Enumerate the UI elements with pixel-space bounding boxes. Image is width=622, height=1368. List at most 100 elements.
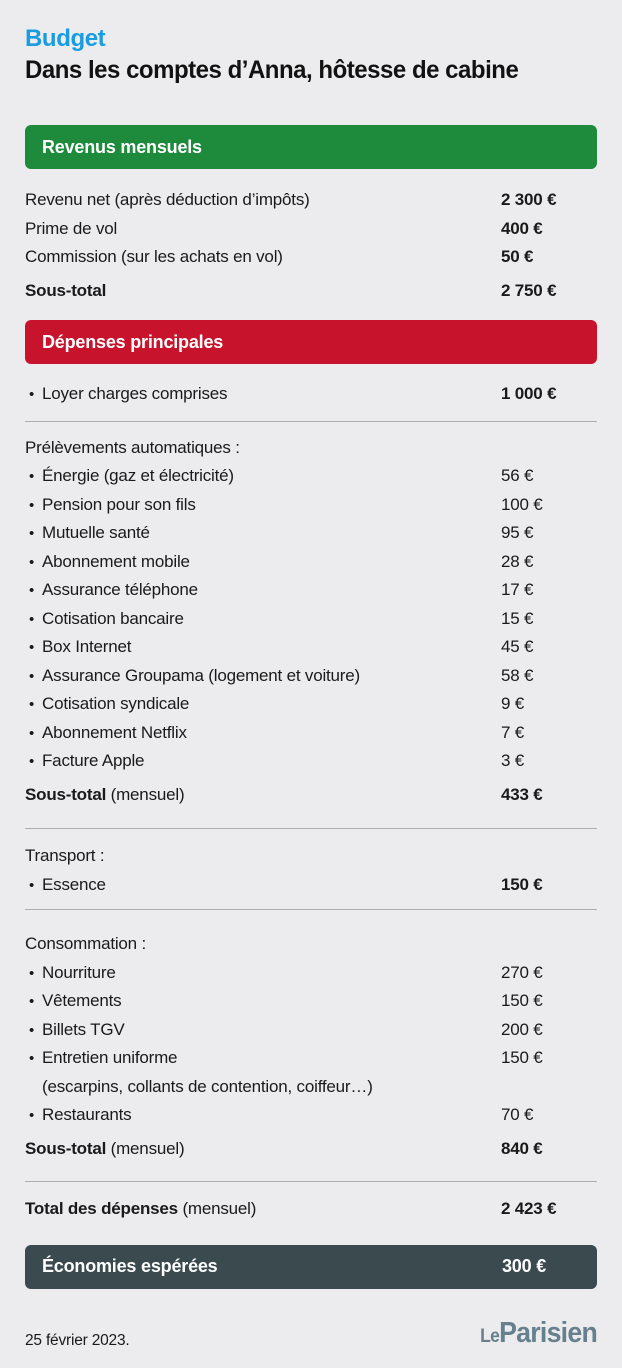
divider [25, 420, 597, 422]
line-value: 58 € [501, 665, 534, 685]
prelevements-subtotal-row: Sous-total (mensuel) 433 € [25, 781, 597, 810]
table-row: Entretien uniforme 150 € [25, 1044, 597, 1073]
line-value: 1 000 € [501, 384, 557, 403]
table-row: Énergie (gaz et électricité) 56 € [25, 462, 597, 491]
line-label: Mutuelle santé [25, 519, 501, 548]
table-row: Abonnement Netflix 7 € [25, 719, 597, 748]
item-note: (escarpins, collants de contention, coif… [42, 1076, 373, 1096]
line-value: 150 € [501, 991, 543, 1010]
revenus-rows: Revenu net (après déduction d’impôts) 2 … [25, 186, 597, 305]
bullet-icon [29, 491, 34, 521]
total-block: Total des dépenses (mensuel) 2 423 € [25, 1195, 597, 1224]
line-label: Assurance téléphone [25, 576, 501, 605]
revenus-subtotal-row: Sous-total 2 750 € [25, 277, 597, 306]
table-row: Assurance Groupama (logement et voiture)… [25, 662, 597, 691]
line-label: Sous-total (mensuel) [25, 784, 185, 804]
banner-depenses: Dépenses principales [25, 320, 597, 364]
bullet-icon [29, 690, 34, 720]
section-header: Transport : [25, 846, 105, 865]
line-value: 100 € [501, 494, 543, 514]
line-label: Abonnement Netflix [25, 719, 501, 748]
table-row: Abonnement mobile 28 € [25, 548, 597, 577]
table-row: Vêtements 150 € [25, 987, 597, 1016]
table-row: Cotisation syndicale 9 € [25, 690, 597, 719]
banner-depenses-label: Dépenses principales [42, 331, 224, 352]
page-title: Dans les comptes d’Anna, hôtesse de cabi… [25, 56, 519, 84]
line-label: Prime de vol [25, 218, 118, 238]
section-header-row: Transport : [25, 842, 597, 871]
table-row: Cotisation bancaire 15 € [25, 605, 597, 634]
line-label: Cotisation syndicale [25, 690, 501, 719]
consommation-subtotal-row: Sous-total (mensuel) 840 € [25, 1135, 597, 1164]
prelevements-block: Prélèvements automatiques : Énergie (gaz… [25, 434, 597, 810]
line-value: 400 € [501, 218, 543, 238]
bullet-icon [29, 519, 34, 549]
line-value: 3 € [501, 751, 525, 770]
line-label: Essence [25, 871, 501, 900]
line-value: 95 € [501, 523, 534, 542]
line-label: Abonnement mobile [25, 548, 501, 577]
table-row: Nourriture 270 € [25, 959, 597, 988]
le-parisien-logo: LeParisien [480, 1316, 598, 1349]
table-row: Pension pour son fils 100 € [25, 491, 597, 520]
line-label: Restaurants [25, 1101, 501, 1130]
section-header: Consommation : [25, 934, 146, 953]
table-row: Restaurants 70 € [25, 1101, 597, 1130]
table-row: Assurance téléphone 17 € [25, 576, 597, 605]
line-value: 2 300 € [501, 190, 557, 209]
table-row: Revenu net (après déduction d’impôts) 2 … [25, 186, 597, 215]
line-value: 17 € [501, 580, 534, 599]
banner-revenus-label: Revenus mensuels [42, 136, 202, 157]
line-value: 50 € [501, 247, 534, 266]
table-row: Box Internet 45 € [25, 633, 597, 662]
bullet-icon [29, 959, 34, 989]
line-value: 70 € [501, 1105, 534, 1124]
line-label: Nourriture [25, 959, 501, 988]
line-label: Entretien uniforme [25, 1044, 501, 1073]
bullet-icon [29, 747, 34, 777]
bullet-icon [29, 871, 34, 901]
kicker: Budget [25, 25, 106, 52]
bullet-icon [29, 662, 34, 692]
line-label: Revenu net (après déduction d’impôts) [25, 190, 310, 209]
line-value: 2 423 € [501, 1199, 557, 1218]
transport-block: Transport : Essence 150 € [25, 842, 597, 899]
table-row: Mutuelle santé 95 € [25, 519, 597, 548]
line-value: 433 € [501, 784, 543, 804]
line-value: 840 € [501, 1138, 543, 1158]
consommation-block: Consommation : Nourriture 270 € Vêtement… [25, 930, 597, 1163]
line-label: Sous-total (mensuel) [25, 1138, 185, 1158]
table-row: Essence 150 € [25, 871, 597, 900]
bullet-icon [29, 719, 34, 749]
bullet-icon [29, 1101, 34, 1131]
bullet-icon [29, 633, 34, 663]
line-value: 150 € [501, 874, 543, 894]
footer: 25 février 2023. LeParisien [25, 1316, 598, 1350]
line-label: Billets TGV [25, 1016, 501, 1045]
line-value: 15 € [501, 608, 534, 628]
line-value: 200 € [501, 1019, 543, 1039]
bullet-icon [29, 380, 34, 410]
publication-date: 25 février 2023. [25, 1331, 130, 1349]
line-value: 7 € [501, 722, 525, 742]
banner-economies: Économies espérées 300 € [25, 1244, 597, 1289]
line-value: 150 € [501, 1048, 543, 1067]
line-label: Assurance Groupama (logement et voiture) [25, 662, 501, 691]
table-row: Billets TGV 200 € [25, 1016, 597, 1045]
table-row: Prime de vol 400 € [25, 215, 597, 244]
banner-economies-value: 300 € [502, 1256, 547, 1276]
banner-economies-label: Économies espérées [42, 1256, 218, 1276]
bullet-icon [29, 605, 34, 635]
bullet-icon [29, 548, 34, 578]
line-value: 45 € [501, 637, 534, 656]
bullet-icon [29, 576, 34, 606]
line-label: Box Internet [25, 633, 501, 662]
banner-revenus: Revenus mensuels [25, 125, 597, 169]
divider [25, 1181, 597, 1182]
divider [25, 828, 597, 829]
section-header: Prélèvements automatiques : [25, 437, 240, 457]
line-label: Sous-total [25, 280, 107, 300]
line-value: 2 750 € [501, 280, 557, 300]
line-label: Loyer charges comprises [25, 380, 501, 409]
